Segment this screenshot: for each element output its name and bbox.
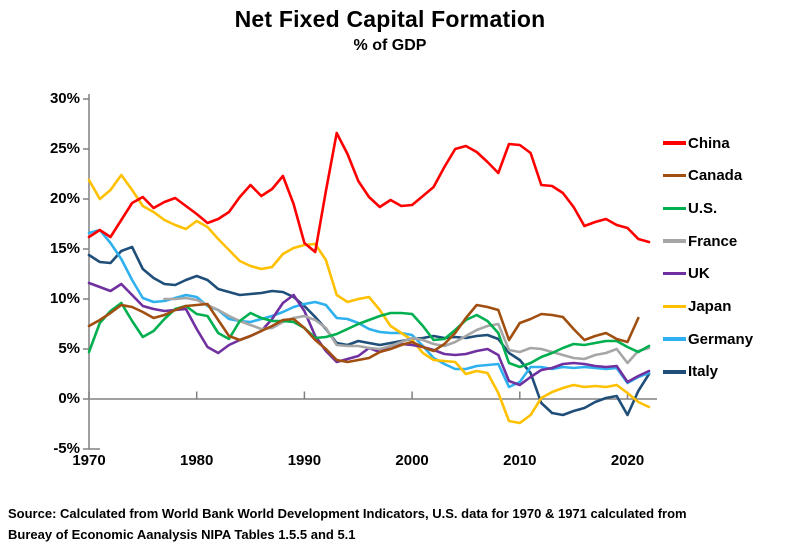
- legend-line-swatch-Canada: [663, 173, 686, 178]
- legend-line-swatch-UK: [663, 272, 686, 276]
- legend-line-swatch-China: [663, 141, 686, 145]
- legend-item-France: France: [663, 230, 737, 252]
- x-axis-label-1990: 1990: [287, 452, 322, 469]
- series-line-Germany: [87, 228, 651, 389]
- legend-label-Japan: Japan: [688, 298, 732, 315]
- legend-label-France: France: [688, 232, 738, 250]
- legend-item-China: China: [663, 132, 730, 154]
- x-axis-label-2010: 2010: [503, 452, 537, 469]
- legend-label-Canada: Canada: [688, 167, 743, 185]
- legend-item-Japan: Japan: [663, 296, 731, 318]
- legend-label-U.S.: U.S.: [688, 199, 718, 217]
- series-line-China: [87, 131, 651, 254]
- legend-item-Germany: Germany: [663, 328, 753, 350]
- source-text-line2: Bureay of Economic Aanalysis NIPA Tables…: [8, 527, 356, 542]
- legend-item-UK: UK: [663, 263, 710, 285]
- series-line-Canada: [87, 302, 640, 364]
- legend-line-swatch-Germany: [663, 337, 686, 341]
- y-axis-label-20: 20%: [49, 190, 80, 207]
- source-text-line1: Source: Calculated from World Bank World…: [8, 506, 687, 521]
- legend-line-swatch-France: [663, 239, 686, 243]
- legend-line-swatch-Italy: [663, 370, 686, 374]
- y-axis-label-0: 0%: [58, 390, 80, 407]
- y-axis-label-25: 25%: [49, 140, 80, 157]
- legend-item-U.S.: U.S.: [663, 197, 717, 219]
- series-line-Japan: [87, 173, 651, 425]
- series-line-France: [163, 296, 651, 365]
- legend-line-swatch-Japan: [663, 304, 686, 309]
- legend-line-swatch-U.S.: [663, 206, 686, 211]
- y-axis-label--5: -5%: [53, 440, 80, 457]
- x-axis-label-1970: 1970: [72, 452, 106, 469]
- chart-subtitle: % of GDP: [353, 37, 427, 54]
- legend-label-Germany: Germany: [688, 330, 754, 348]
- legend-item-Italy: Italy: [663, 361, 718, 383]
- legend-label-China: China: [688, 134, 730, 152]
- y-axis-label-15: 15%: [49, 240, 80, 257]
- x-axis-label-2020: 2020: [610, 452, 645, 469]
- y-axis-label-5: 5%: [58, 340, 80, 357]
- line-chart-canvas: [83, 94, 657, 450]
- series-line-Italy: [87, 245, 651, 417]
- x-axis-label-2000: 2000: [395, 452, 429, 469]
- y-axis-label-30: 30%: [49, 90, 80, 107]
- legend-item-Canada: Canada: [663, 165, 742, 187]
- legend-label-UK: UK: [688, 265, 710, 283]
- chart-title: Net Fixed Capital Formation: [234, 6, 546, 32]
- y-axis-label-10: 10%: [49, 290, 80, 307]
- x-axis-label-1980: 1980: [180, 452, 214, 469]
- legend-label-Italy: Italy: [688, 363, 719, 381]
